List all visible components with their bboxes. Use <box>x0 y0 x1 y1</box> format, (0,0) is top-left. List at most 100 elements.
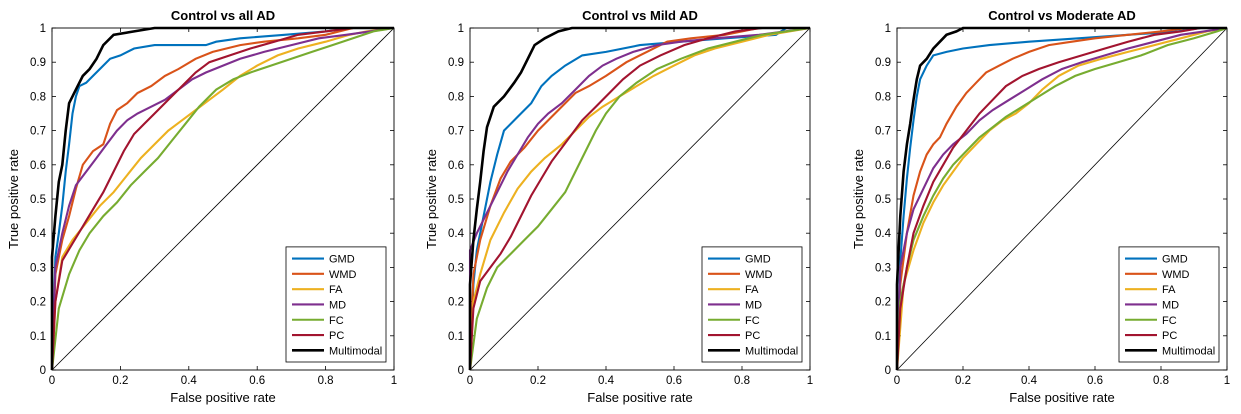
roc-line-wmd <box>895 26 1227 371</box>
roc-line-pc <box>895 26 1227 371</box>
x-axis-label: False positive rate <box>170 390 276 405</box>
legend-label-fc: FC <box>1162 315 1177 327</box>
roc-line-fa <box>468 26 811 371</box>
y-tick-label: 0.2 <box>875 297 891 309</box>
legend-label-wmd: WMD <box>1162 269 1190 281</box>
y-tick-label: 0.4 <box>30 228 47 240</box>
y-tick-label: 0.5 <box>875 194 891 206</box>
x-tick-label: 0.6 <box>249 375 265 387</box>
x-tick-label: 0.4 <box>181 375 198 387</box>
legend-label-pc: PC <box>1162 330 1177 342</box>
roc-line-multimodal <box>50 26 394 370</box>
y-tick-label: 0 <box>40 365 46 377</box>
axes-box <box>469 27 811 371</box>
y-tick-label: 0.4 <box>448 228 465 240</box>
x-tick-label: 1 <box>391 375 397 387</box>
chart-title: Control vs all AD <box>171 8 275 23</box>
axes-box <box>896 27 1228 371</box>
legend-label-wmd: WMD <box>745 269 773 281</box>
y-tick-label: 0.9 <box>30 57 46 69</box>
x-axis-label: False positive rate <box>1009 390 1115 405</box>
x-tick-label: 1 <box>1224 375 1230 387</box>
y-tick-label: 0.2 <box>30 297 46 309</box>
y-tick-label: 0.3 <box>875 262 891 274</box>
y-tick-label: 1 <box>885 23 891 35</box>
roc-line-md <box>895 26 1228 371</box>
roc-line-fa <box>895 26 1228 371</box>
x-tick-label: 0 <box>467 375 473 387</box>
x-tick-label: 0.2 <box>530 375 546 387</box>
legend: GMD WMD FA MD FC PC Multimodal <box>1118 246 1220 363</box>
y-tick-label: 1 <box>458 23 464 35</box>
legend-label-md: MD <box>329 299 346 311</box>
legend-label-pc: PC <box>329 330 344 342</box>
roc-line-pc <box>468 26 810 371</box>
y-axis-label: True positive rate <box>6 149 21 249</box>
x-tick-label: 0.6 <box>666 375 682 387</box>
y-tick-label: 1 <box>40 23 46 35</box>
x-axis-label: False positive rate <box>587 390 693 405</box>
y-tick-label: 0.8 <box>448 91 464 103</box>
x-tick-label: 1 <box>807 375 813 387</box>
roc-line-gmd <box>50 26 394 371</box>
y-tick-label: 0.9 <box>448 57 464 69</box>
chance-diagonal <box>469 27 811 371</box>
y-tick-label: 0.3 <box>448 262 464 274</box>
x-tick-label: 0.4 <box>1021 375 1038 387</box>
y-tick-label: 0.9 <box>875 57 891 69</box>
roc-line-fc <box>895 27 1228 371</box>
chart-title: Control vs Mild AD <box>582 8 698 23</box>
roc-line-multimodal <box>895 26 1227 370</box>
roc-line-fc <box>468 26 811 371</box>
y-tick-label: 0.7 <box>448 126 464 138</box>
x-tick-label: 0.8 <box>318 375 334 387</box>
chance-diagonal <box>51 27 395 371</box>
legend-label-fa: FA <box>745 284 759 296</box>
chart-panel-1: 0 0.2 0.4 0.6 0.8 1 0 0.1 0.2 0.3 0.4 0.5 0.6 0.7 0.8 0… <box>6 8 397 405</box>
legend-label-multimodal: Multimodal <box>745 345 798 357</box>
legend-label-multimodal: Multimodal <box>1162 345 1215 357</box>
y-tick-label: 0.1 <box>448 331 464 343</box>
y-tick-label: 0.4 <box>875 228 892 240</box>
y-tick-label: 0.5 <box>30 194 46 206</box>
roc-line-fc <box>50 26 395 371</box>
y-tick-label: 0.2 <box>448 297 464 309</box>
legend-label-fc: FC <box>745 315 760 327</box>
legend: GMD WMD FA MD FC PC Multimodal <box>285 246 387 363</box>
chart-title: Control vs Moderate AD <box>988 8 1136 23</box>
legend-label-fc: FC <box>329 315 344 327</box>
legend-label-gmd: GMD <box>745 254 771 266</box>
y-tick-label: 0.1 <box>30 331 46 343</box>
legend-label-fa: FA <box>1162 284 1176 296</box>
x-tick-label: 0 <box>894 375 900 387</box>
y-tick-label: 0.8 <box>875 91 891 103</box>
legend-label-md: MD <box>745 299 762 311</box>
legend-label-multimodal: Multimodal <box>329 345 382 357</box>
roc-line-multimodal <box>468 26 810 370</box>
x-tick-label: 0 <box>49 375 55 387</box>
axes-box <box>51 27 395 371</box>
legend-label-fa: FA <box>329 284 343 296</box>
y-tick-label: 0.1 <box>875 331 891 343</box>
roc-line-md <box>468 26 811 370</box>
roc-line-pc <box>50 26 394 371</box>
legend-label-gmd: GMD <box>1162 254 1188 266</box>
y-tick-label: 0 <box>458 365 464 377</box>
x-tick-label: 0.8 <box>1153 375 1169 387</box>
y-tick-label: 0.5 <box>448 194 464 206</box>
legend-label-wmd: WMD <box>329 269 357 281</box>
y-tick-label: 0.6 <box>448 160 464 172</box>
legend: GMD WMD FA MD FC PC Multimodal <box>701 246 803 363</box>
x-tick-label: 0.6 <box>1087 375 1103 387</box>
y-axis-label: True positive rate <box>424 149 439 249</box>
y-tick-label: 0.6 <box>30 160 46 172</box>
chance-diagonal <box>896 27 1228 371</box>
chart-panel-2: 0 0.2 0.4 0.6 0.8 1 0 0.1 0.2 0.3 0.4 0.5 0.6 0.7 0.8 0… <box>424 8 813 405</box>
legend-label-md: MD <box>1162 299 1179 311</box>
y-tick-label: 0 <box>885 365 891 377</box>
legend-label-gmd: GMD <box>329 254 355 266</box>
y-tick-label: 0.7 <box>875 126 891 138</box>
y-tick-label: 0.8 <box>30 91 46 103</box>
legend-label-pc: PC <box>745 330 760 342</box>
